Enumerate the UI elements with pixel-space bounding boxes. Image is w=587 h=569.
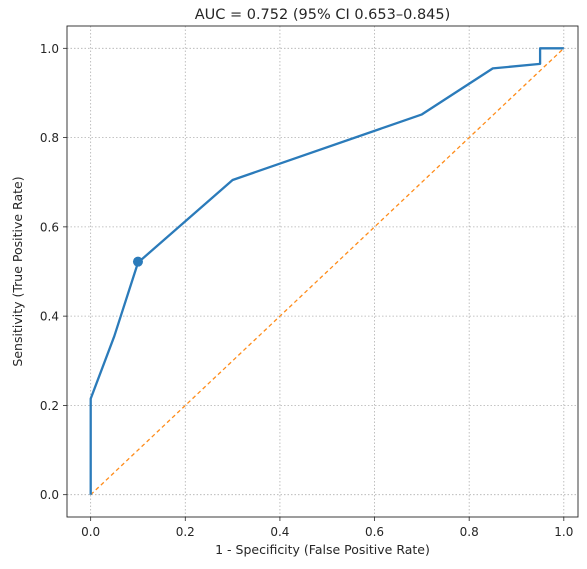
reference-line-layer <box>90 47 565 496</box>
y-tick-label: 0.4 <box>40 310 59 324</box>
roc-curve-line <box>89 47 564 495</box>
grid-lines <box>67 26 578 517</box>
x-tick-label: 1.0 <box>554 525 573 539</box>
y-tick-label: 0.0 <box>40 488 59 502</box>
y-tick-label: 1.0 <box>40 42 59 56</box>
x-tick-label: 0.0 <box>81 525 100 539</box>
chart-title: AUC = 0.752 (95% CI 0.653–0.845) <box>195 7 451 23</box>
y-tick-label: 0.6 <box>40 220 59 234</box>
x-tick-label: 0.2 <box>176 525 195 539</box>
y-axis-ticks: 0.0 0.2 0.4 0.6 0.8 1.0 <box>40 42 67 502</box>
y-tick-label: 0.8 <box>40 131 59 145</box>
y-tick-label: 0.2 <box>40 399 59 413</box>
reference-diagonal-line <box>90 47 565 496</box>
x-axis-ticks: 0.0 0.2 0.4 0.6 0.8 1.0 <box>81 517 573 539</box>
marker-layer <box>132 256 143 267</box>
x-axis-label: 1 - Specificity (False Positive Rate) <box>215 542 430 557</box>
y-axis-label: Sensitivity (True Positive Rate) <box>10 176 25 366</box>
x-tick-label: 0.8 <box>460 525 479 539</box>
roc-curve-layer <box>89 47 564 495</box>
optimal-point-marker <box>132 256 143 267</box>
plot-frame <box>66 25 579 518</box>
x-tick-label: 0.4 <box>270 525 289 539</box>
x-tick-label: 0.6 <box>365 525 384 539</box>
